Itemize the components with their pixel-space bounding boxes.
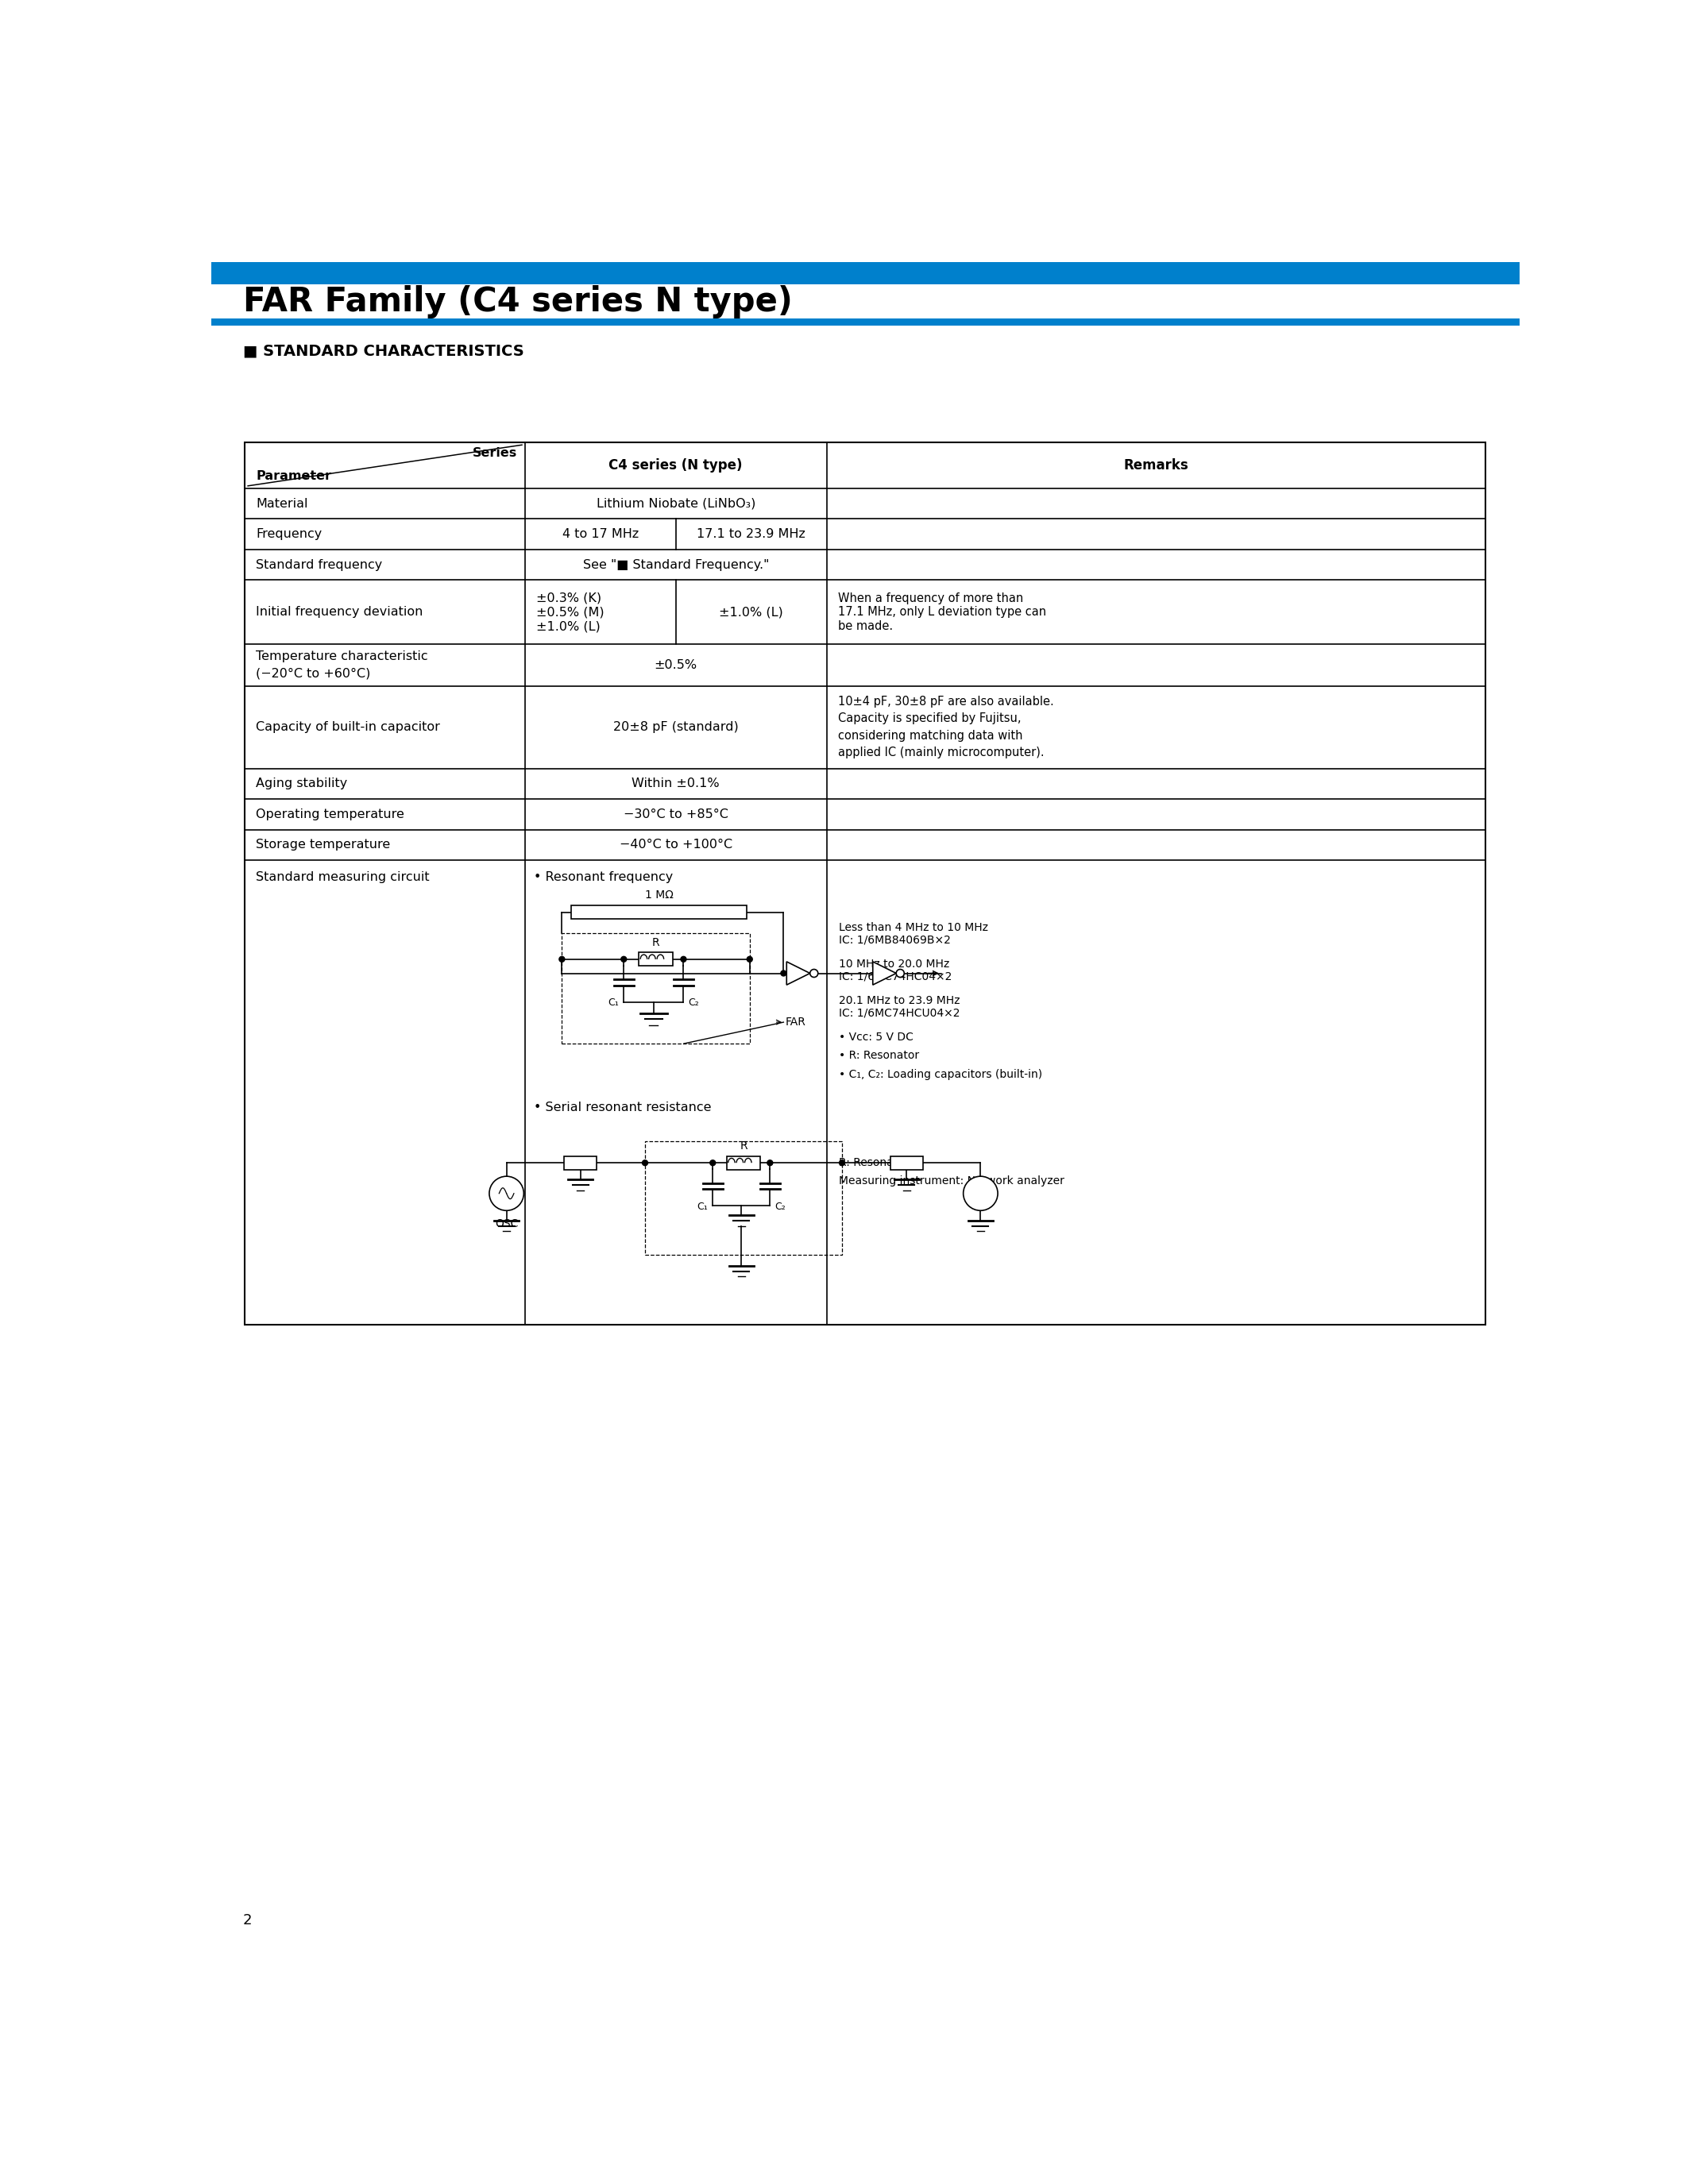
Text: FAR: FAR xyxy=(785,1016,805,1029)
Text: Initial frequency deviation: Initial frequency deviation xyxy=(257,607,424,618)
Text: ±1.0% (L): ±1.0% (L) xyxy=(537,620,601,631)
Text: • Resonant frequency: • Resonant frequency xyxy=(533,871,674,882)
Text: 75 Ω: 75 Ω xyxy=(893,1158,920,1168)
Text: considering matching data with: considering matching data with xyxy=(837,729,1023,743)
Text: Material: Material xyxy=(257,498,307,509)
Circle shape xyxy=(964,1177,998,1210)
Text: ±0.5%: ±0.5% xyxy=(655,660,697,670)
Text: Frequency: Frequency xyxy=(257,529,322,539)
Text: Parameter: Parameter xyxy=(257,470,331,483)
Polygon shape xyxy=(873,961,896,985)
Text: C4 series (N type): C4 series (N type) xyxy=(609,459,743,472)
Text: Capacity of built-in capacitor: Capacity of built-in capacitor xyxy=(257,721,441,734)
Text: be made.: be made. xyxy=(837,620,893,631)
Circle shape xyxy=(559,957,565,961)
Text: C₂: C₂ xyxy=(775,1201,787,1212)
Text: R: R xyxy=(652,937,660,948)
Bar xyxy=(211,319,1519,325)
Text: ±1.0% (L): ±1.0% (L) xyxy=(719,607,783,618)
Text: Standard frequency: Standard frequency xyxy=(257,559,383,570)
Text: C₁: C₁ xyxy=(608,998,619,1009)
Circle shape xyxy=(680,957,687,961)
Bar xyxy=(645,1142,842,1254)
Text: Standard measuring circuit: Standard measuring circuit xyxy=(257,871,430,882)
Text: 4 to 17 MHz: 4 to 17 MHz xyxy=(562,529,638,539)
Text: ■ STANDARD CHARACTERISTICS: ■ STANDARD CHARACTERISTICS xyxy=(243,343,523,358)
Text: −30°C to +85°C: −30°C to +85°C xyxy=(623,808,728,821)
Circle shape xyxy=(896,970,905,976)
Text: 1 MΩ: 1 MΩ xyxy=(645,889,674,900)
Text: 20.1 MHz to 23.9 MHz: 20.1 MHz to 23.9 MHz xyxy=(839,996,960,1007)
Bar xyxy=(211,262,1519,284)
Text: See "■ Standard Frequency.": See "■ Standard Frequency." xyxy=(582,559,770,570)
Bar xyxy=(562,933,749,1044)
Text: C₂: C₂ xyxy=(689,998,699,1009)
Text: Measuring instrument: Network analyzer: Measuring instrument: Network analyzer xyxy=(839,1175,1065,1186)
Circle shape xyxy=(810,970,819,976)
Text: Aging stability: Aging stability xyxy=(257,778,348,791)
Text: Within ±0.1%: Within ±0.1% xyxy=(631,778,719,791)
Text: 17.1 MHz, only L deviation type can: 17.1 MHz, only L deviation type can xyxy=(837,607,1047,618)
Text: When a frequency of more than: When a frequency of more than xyxy=(837,592,1023,605)
Text: −40°C to +100°C: −40°C to +100°C xyxy=(619,839,733,852)
Circle shape xyxy=(711,1160,716,1166)
Polygon shape xyxy=(787,961,810,985)
Bar xyxy=(638,952,674,965)
Text: 2: 2 xyxy=(243,1913,252,1928)
Text: • R: Resonator: • R: Resonator xyxy=(839,1051,920,1061)
Text: IC: 1/6MC74HCU04×2: IC: 1/6MC74HCU04×2 xyxy=(839,1007,960,1018)
Text: IC: 1/6MC74HC04×2: IC: 1/6MC74HC04×2 xyxy=(839,970,952,983)
Text: 10 MHz to 20.0 MHz: 10 MHz to 20.0 MHz xyxy=(839,959,950,970)
Text: applied IC (mainly microcomputer).: applied IC (mainly microcomputer). xyxy=(837,747,1043,758)
Circle shape xyxy=(768,1160,773,1166)
Text: FAR Family (C4 series N type): FAR Family (C4 series N type) xyxy=(243,284,793,319)
Text: ±0.3% (K): ±0.3% (K) xyxy=(537,592,601,605)
Bar xyxy=(245,443,1485,1326)
Text: 10±4 pF, 30±8 pF are also available.: 10±4 pF, 30±8 pF are also available. xyxy=(837,695,1053,708)
Text: C₁: C₁ xyxy=(697,1201,707,1212)
Text: Storage temperature: Storage temperature xyxy=(257,839,390,852)
Text: 75 Ω: 75 Ω xyxy=(567,1158,592,1168)
Bar xyxy=(564,1155,596,1171)
Bar xyxy=(571,906,746,919)
Text: • Vᴄᴄ: 5 V DC: • Vᴄᴄ: 5 V DC xyxy=(839,1031,913,1044)
Text: IC: 1/6MB84069B×2: IC: 1/6MB84069B×2 xyxy=(839,935,950,946)
Text: 17.1 to 23.9 MHz: 17.1 to 23.9 MHz xyxy=(697,529,805,539)
Text: ±0.5% (M): ±0.5% (M) xyxy=(537,607,604,618)
Circle shape xyxy=(641,1160,648,1166)
Text: OSC: OSC xyxy=(495,1219,518,1230)
Text: Remarks: Remarks xyxy=(1124,459,1188,472)
Text: Operating temperature: Operating temperature xyxy=(257,808,405,821)
Text: Temperature characteristic: Temperature characteristic xyxy=(257,651,429,662)
Text: • C₁, C₂: Loading capacitors (built-in): • C₁, C₂: Loading capacitors (built-in) xyxy=(839,1068,1043,1079)
Circle shape xyxy=(621,957,626,961)
Text: Series: Series xyxy=(473,448,518,459)
Text: R: R xyxy=(739,1140,748,1151)
Text: Less than 4 MHz to 10 MHz: Less than 4 MHz to 10 MHz xyxy=(839,922,987,933)
Text: Capacity is specified by Fujitsu,: Capacity is specified by Fujitsu, xyxy=(837,712,1021,725)
Text: 20±8 pF (standard): 20±8 pF (standard) xyxy=(613,721,738,734)
Circle shape xyxy=(782,970,787,976)
Circle shape xyxy=(746,957,753,961)
Bar xyxy=(726,1155,760,1171)
Text: (−20°C to +60°C): (−20°C to +60°C) xyxy=(257,668,371,679)
Circle shape xyxy=(490,1177,523,1210)
Text: • Serial resonant resistance: • Serial resonant resistance xyxy=(533,1103,712,1114)
Bar xyxy=(891,1155,923,1171)
Text: R: Resonator: R: Resonator xyxy=(839,1158,910,1168)
Text: Lithium Niobate (LiNbO₃): Lithium Niobate (LiNbO₃) xyxy=(596,498,756,509)
Circle shape xyxy=(839,1160,844,1166)
Text: LM: LM xyxy=(972,1188,989,1199)
